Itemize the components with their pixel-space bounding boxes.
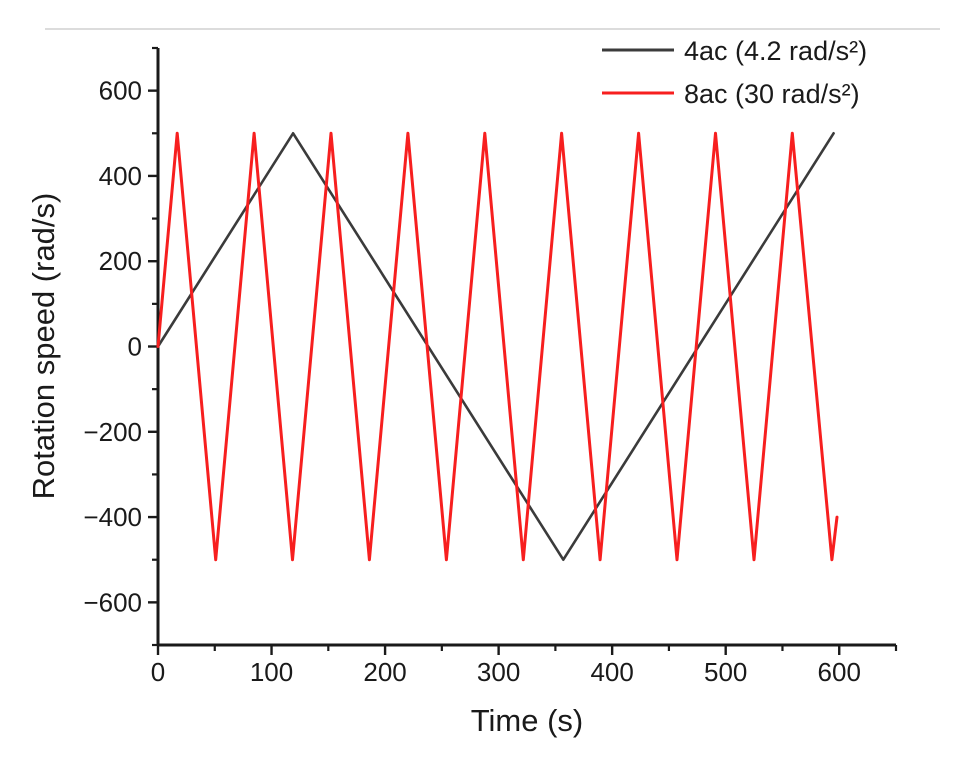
top-border-line <box>45 28 940 30</box>
legend: 4ac (4.2 rad/s²) 8ac (30 rad/s²) <box>602 36 867 109</box>
y-tick-label: 600 <box>99 76 142 106</box>
series-lines <box>156 131 839 562</box>
y-tick-label: −400 <box>83 502 142 532</box>
y-tick-label: 200 <box>99 246 142 276</box>
x-axis-title: Time (s) <box>471 703 584 738</box>
x-tick-label: 600 <box>818 657 861 687</box>
x-tick-label: 300 <box>477 657 520 687</box>
y-tick-label: −200 <box>83 417 142 447</box>
y-tick-label: −600 <box>83 587 142 617</box>
x-tick-label: 100 <box>250 657 293 687</box>
axis-titles: Time (s) Rotation speed (rad/s) <box>26 193 583 738</box>
y-axis-title: Rotation speed (rad/s) <box>26 193 61 500</box>
x-tick-label: 0 <box>151 657 165 687</box>
y-tick-label: 400 <box>99 161 142 191</box>
legend-label-series2: 8ac (30 rad/s²) <box>684 79 860 109</box>
x-tick-label: 500 <box>704 657 747 687</box>
axes: 0 100 200 300 400 500 600 −600 −400 −200 0 200 400 60… <box>83 46 898 687</box>
x-tick-label: 400 <box>590 657 633 687</box>
legend-label-series1: 4ac (4.2 rad/s²) <box>684 36 867 66</box>
series-line-1 <box>156 131 839 562</box>
x-tick-label: 200 <box>363 657 406 687</box>
y-tick-label: 0 <box>128 332 142 362</box>
